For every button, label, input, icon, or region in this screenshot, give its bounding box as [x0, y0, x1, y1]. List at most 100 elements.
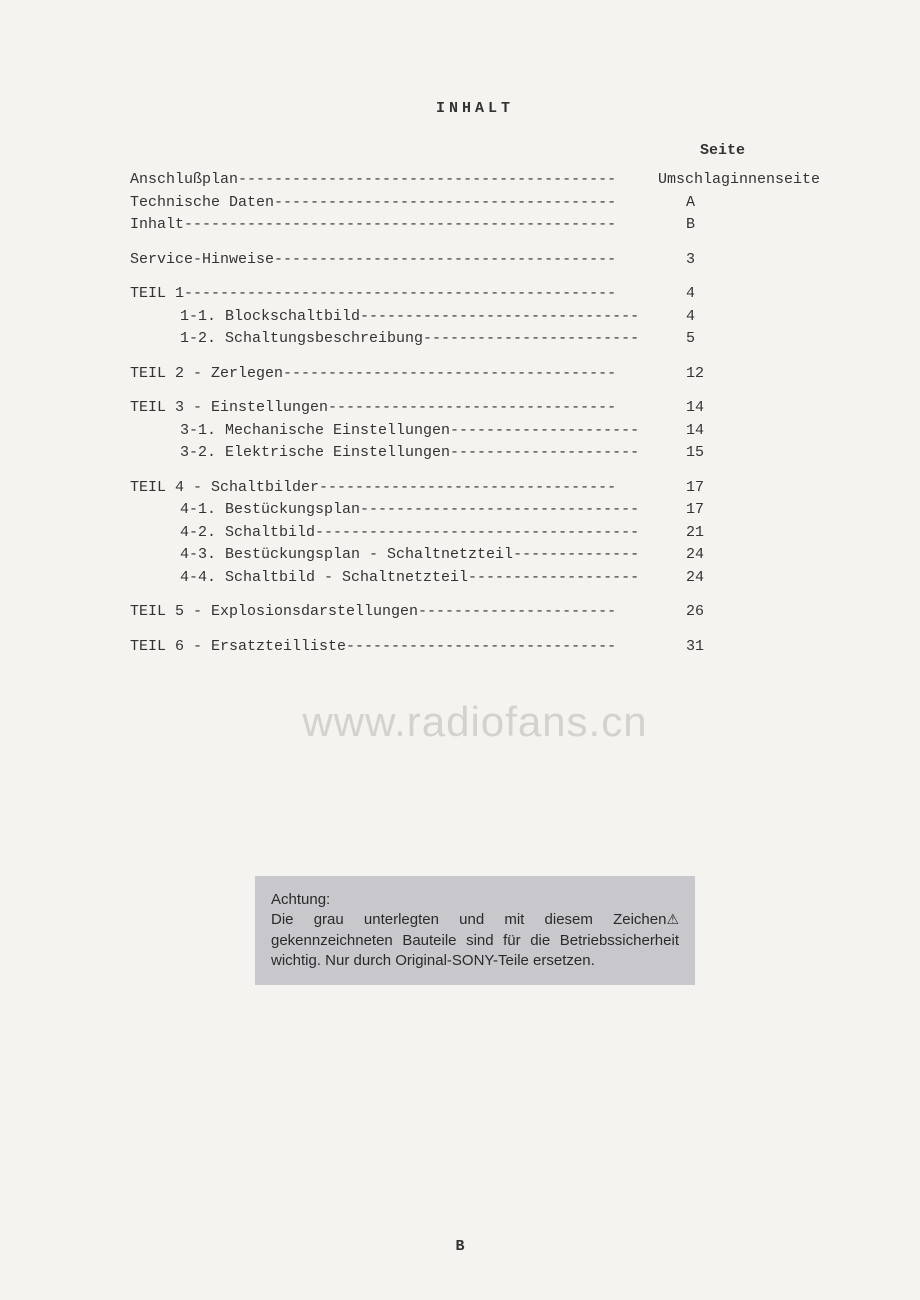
toc-group: Anschlußplan ---------------------------… [130, 169, 820, 237]
toc-spacer [639, 442, 670, 465]
toc-label: 3-1. Mechanische Einstellungen [130, 420, 450, 443]
toc-spacer [616, 363, 670, 386]
toc-spacer [616, 283, 670, 306]
toc-leader-dashes: ------------------------------------ [315, 522, 639, 545]
toc-group: TEIL 3 - Einstellungen -----------------… [130, 397, 820, 465]
toc-page-number: 3 [670, 249, 820, 272]
toc-leader-dashes: ----------------------------------------… [184, 214, 616, 237]
toc-label: Service-Hinweise [130, 249, 274, 272]
toc-page-number: 17 [670, 499, 820, 522]
toc-page-number: 26 [670, 601, 820, 624]
toc-row: Inhalt ---------------------------------… [130, 214, 820, 237]
toc-label: 4-2. Schaltbild [130, 522, 315, 545]
toc-row: TEIL 4 - Schaltbilder ------------------… [130, 477, 820, 500]
toc-page-number: 24 [670, 567, 820, 590]
toc-row: TEIL 2 - Zerlegen ----------------------… [130, 363, 820, 386]
toc-leader-dashes: ------------------- [468, 567, 639, 590]
toc-label: 4-1. Bestückungsplan [130, 499, 360, 522]
toc-row: TEIL 3 - Einstellungen -----------------… [130, 397, 820, 420]
toc-leader-dashes: -------------------------------------- [274, 192, 616, 215]
toc-page-number: 4 [670, 306, 820, 329]
toc-leader-dashes: ------------------------------- [360, 306, 639, 329]
toc-leader-dashes: -------------------------------------- [274, 249, 616, 272]
toc-spacer [639, 567, 670, 590]
toc-label: TEIL 3 - Einstellungen [130, 397, 328, 420]
warning-triangle-icon: ⚠ [666, 910, 679, 929]
toc-label: Anschlußplan [130, 169, 238, 192]
toc-group: TEIL 4 - Schaltbilder ------------------… [130, 477, 820, 590]
notice-body-suffix: gekennzeichneten Bauteile sind für die B… [271, 932, 679, 969]
toc-spacer [616, 169, 642, 192]
toc-leader-dashes: ----------------------------------------… [184, 283, 616, 306]
warning-notice-box: Achtung: Die grau unterlegten und mit di… [255, 876, 695, 985]
document-title: INHALT [130, 100, 820, 117]
toc-leader-dashes: ------------------------ [423, 328, 639, 351]
toc-leader-dashes: --------------------- [450, 442, 639, 465]
toc-page-number: 21 [670, 522, 820, 545]
toc-label: TEIL 4 - Schaltbilder [130, 477, 319, 500]
toc-page-number: 17 [670, 477, 820, 500]
toc-label: TEIL 5 - Explosionsdarstellungen [130, 601, 418, 624]
toc-spacer [639, 544, 670, 567]
toc-label: 4-3. Bestückungsplan - Schaltnetzteil [130, 544, 513, 567]
toc-row: 4-3. Bestückungsplan - Schaltnetzteil --… [130, 544, 820, 567]
toc-spacer [616, 477, 670, 500]
toc-spacer [639, 306, 670, 329]
watermark-text: www.radiofans.cn [130, 698, 820, 746]
toc-spacer [639, 522, 670, 545]
toc-row: TEIL 1 ---------------------------------… [130, 283, 820, 306]
toc-group: Service-Hinweise -----------------------… [130, 249, 820, 272]
toc-row: Service-Hinweise -----------------------… [130, 249, 820, 272]
toc-page-number: A [670, 192, 820, 215]
toc-leader-dashes: --------------------------------- [319, 477, 616, 500]
toc-leader-dashes: ------------------------------ [346, 636, 616, 659]
notice-title: Achtung: [271, 890, 679, 910]
toc-spacer [616, 397, 670, 420]
toc-page-number: B [670, 214, 820, 237]
toc-page-number: Umschlaginnenseite [642, 169, 820, 192]
toc-page-number: 15 [670, 442, 820, 465]
toc-label: 1-1. Blockschaltbild [130, 306, 360, 329]
toc-group: TEIL 1 ---------------------------------… [130, 283, 820, 351]
toc-row: TEIL 6 - Ersatzteilliste ---------------… [130, 636, 820, 659]
toc-leader-dashes: ------------------------------------- [283, 363, 616, 386]
toc-label: 4-4. Schaltbild - Schaltnetzteil [130, 567, 468, 590]
toc-spacer [616, 249, 670, 272]
toc-row: 1-2. Schaltungsbeschreibung ------------… [130, 328, 820, 351]
toc-spacer [639, 328, 670, 351]
toc-spacer [639, 499, 670, 522]
toc-row: Anschlußplan ---------------------------… [130, 169, 820, 192]
toc-row: 3-2. Elektrische Einstellungen ---------… [130, 442, 820, 465]
toc-leader-dashes: -------------------------------- [328, 397, 616, 420]
toc-label: TEIL 6 - Ersatzteilliste [130, 636, 346, 659]
toc-row: Technische Daten -----------------------… [130, 192, 820, 215]
toc-page-number: 31 [670, 636, 820, 659]
toc-group: TEIL 2 - Zerlegen ----------------------… [130, 363, 820, 386]
toc-leader-dashes: ---------------------- [418, 601, 616, 624]
toc-label: Technische Daten [130, 192, 274, 215]
notice-body: Die grau unterlegten und mit diesem Zeic… [271, 910, 679, 971]
toc-row: 4-1. Bestückungsplan -------------------… [130, 499, 820, 522]
page-number: B [0, 1238, 920, 1255]
toc-row: 3-1. Mechanische Einstellungen ---------… [130, 420, 820, 443]
toc-leader-dashes: ----------------------------------------… [238, 169, 616, 192]
table-of-contents: Anschlußplan ---------------------------… [130, 169, 820, 658]
toc-spacer [616, 636, 670, 659]
toc-spacer [616, 192, 670, 215]
toc-page-number: 12 [670, 363, 820, 386]
toc-page-number: 5 [670, 328, 820, 351]
toc-page-number: 24 [670, 544, 820, 567]
toc-row: 4-4. Schaltbild - Schaltnetzteil -------… [130, 567, 820, 590]
toc-label: 1-2. Schaltungsbeschreibung [130, 328, 423, 351]
toc-label: TEIL 2 - Zerlegen [130, 363, 283, 386]
toc-label: Inhalt [130, 214, 184, 237]
toc-label: TEIL 1 [130, 283, 184, 306]
toc-page-number: 4 [670, 283, 820, 306]
toc-spacer [616, 214, 670, 237]
toc-leader-dashes: -------------- [513, 544, 639, 567]
toc-row: 1-1. Blockschaltbild -------------------… [130, 306, 820, 329]
toc-row: TEIL 5 - Explosionsdarstellungen -------… [130, 601, 820, 624]
toc-leader-dashes: ------------------------------- [360, 499, 639, 522]
toc-page-number: 14 [670, 397, 820, 420]
toc-group: TEIL 5 - Explosionsdarstellungen -------… [130, 601, 820, 624]
